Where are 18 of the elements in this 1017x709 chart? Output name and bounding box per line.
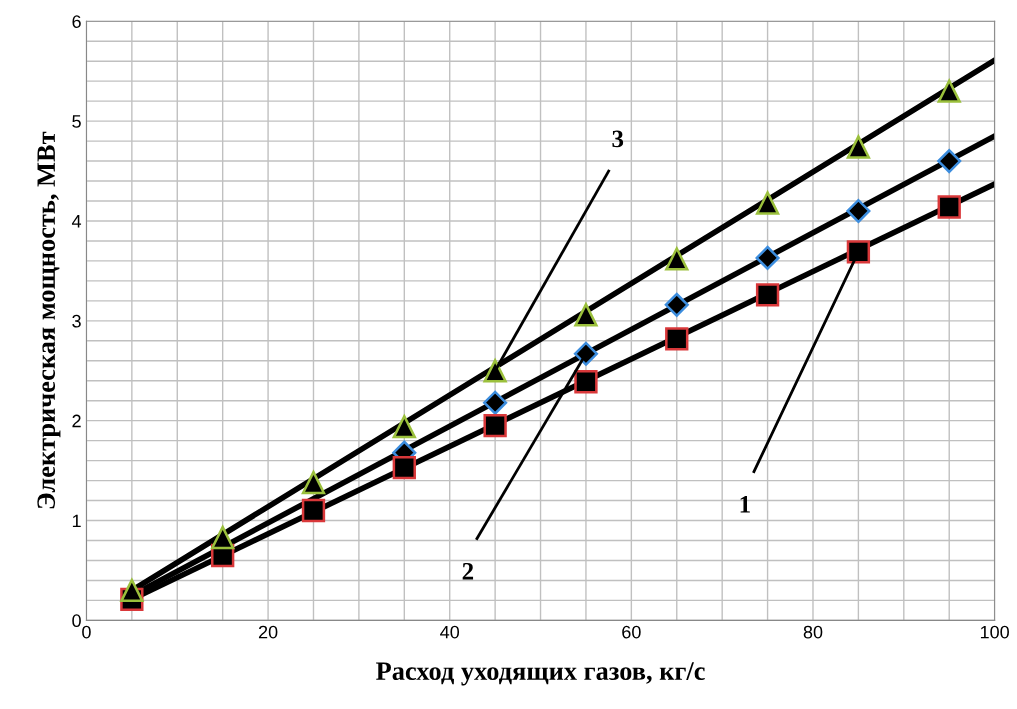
y-axis-title: Электрическая мощность, МВт	[37, 131, 61, 509]
y-tick-label: 1	[72, 514, 81, 528]
x-tick-label: 60	[622, 625, 641, 639]
y-tick-label: 2	[72, 414, 81, 428]
x-axis-title: Расход уходящих газов, кг/с	[376, 662, 705, 686]
x-tick-label: 100	[980, 625, 1009, 639]
y-tick-label: 4	[71, 215, 82, 228]
y-tick-label: 5	[72, 115, 81, 128]
annotation: 2	[462, 562, 474, 580]
y-tick-label: 0	[72, 614, 81, 628]
annotation: 3	[612, 130, 624, 148]
x-tick-label: 20	[258, 625, 278, 639]
x-tick-label: 0	[82, 625, 91, 639]
x-tick-label: 40	[440, 625, 460, 639]
x-tick-label: 80	[803, 625, 823, 639]
y-tick-label: 3	[72, 314, 81, 328]
y-tick-label: 6	[72, 15, 81, 28]
annotation: 1	[740, 496, 750, 513]
